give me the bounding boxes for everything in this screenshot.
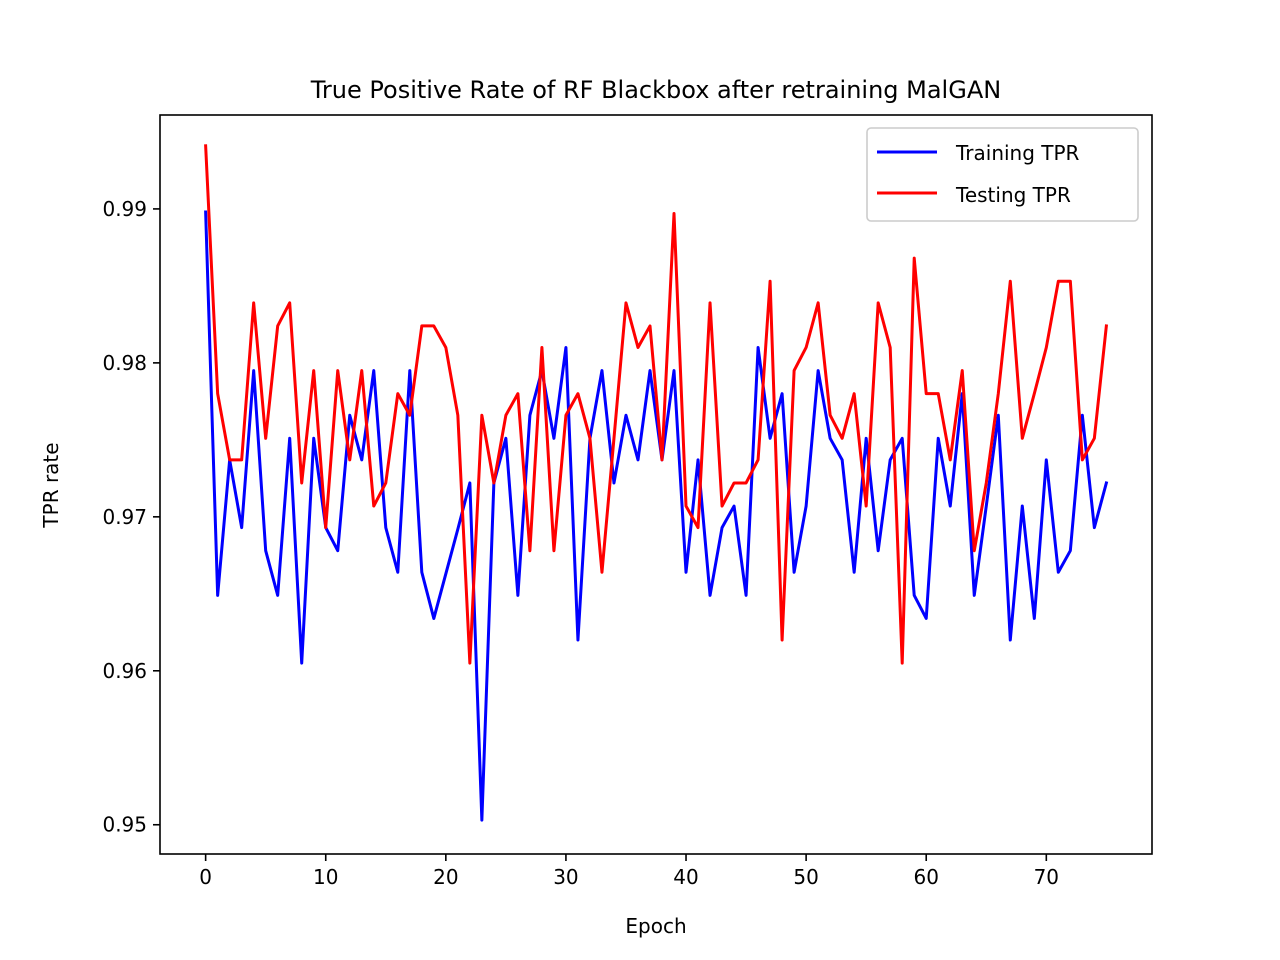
y-tick-label: 0.95 xyxy=(102,813,147,837)
x-tick-label: 50 xyxy=(793,865,818,889)
x-axis-label: Epoch xyxy=(625,914,686,938)
y-axis-label: TPR rate xyxy=(39,442,63,528)
x-tick-label: 70 xyxy=(1034,865,1059,889)
plot-frame xyxy=(159,114,1153,855)
plot-lines xyxy=(204,144,1109,822)
x-tick-label: 20 xyxy=(433,865,458,889)
chart-title: True Positive Rate of RF Blackbox after … xyxy=(310,76,1001,104)
legend-label-testing: Testing TPR xyxy=(955,183,1071,207)
x-tick-label: 60 xyxy=(913,865,938,889)
legend-label-training: Training TPR xyxy=(955,141,1080,165)
x-tick-label: 30 xyxy=(553,865,578,889)
x-axis-ticks: 0 10 20 30 40 50 60 70 xyxy=(199,854,1059,889)
x-tick-label: 0 xyxy=(199,865,212,889)
x-tick-label: 40 xyxy=(673,865,698,889)
series-line-testing xyxy=(204,144,1109,665)
y-tick-label: 0.99 xyxy=(102,197,147,221)
y-tick-label: 0.97 xyxy=(102,505,147,529)
y-tick-label: 0.96 xyxy=(102,659,147,683)
legend: Training TPR Testing TPR xyxy=(866,127,1139,222)
series-line-training xyxy=(204,210,1109,822)
y-tick-label: 0.98 xyxy=(102,351,147,375)
x-tick-label: 10 xyxy=(313,865,338,889)
y-axis-ticks: 0.95 0.96 0.97 0.98 0.99 xyxy=(102,197,160,837)
